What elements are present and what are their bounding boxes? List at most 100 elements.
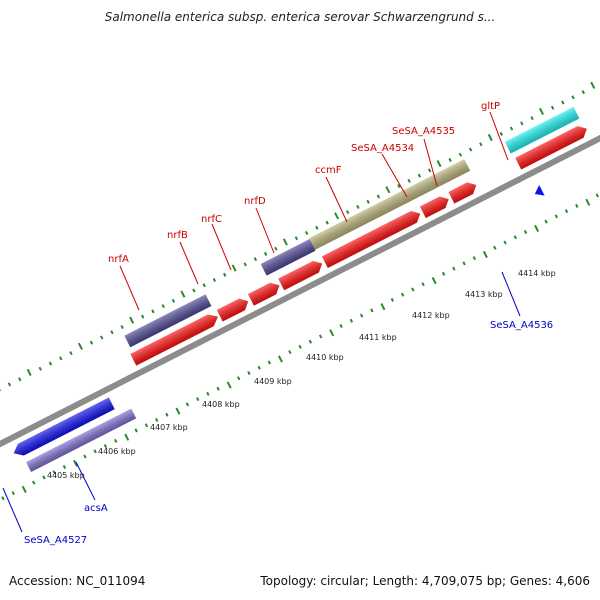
major-tick [73,459,78,467]
gene-SeSA_A4536-marker[interactable] [532,184,545,199]
gene-nrfD-arrow[interactable] [278,258,325,291]
minor-tick [561,100,565,105]
minor-tick [11,491,15,496]
scale-label-4409: 4409 kbp [254,377,292,386]
gene-nrfB-arrow[interactable] [216,295,251,322]
gene-nrfC-arrow[interactable] [247,280,282,306]
gene-label-SeSA_A4535: SeSA_A4535 [392,126,455,137]
gene-ccmF-arrow[interactable] [321,208,423,268]
minor-tick [421,282,425,287]
minor-tick [318,334,323,339]
minor-tick [263,251,268,256]
minor-tick [397,184,401,189]
minor-tick [0,387,1,392]
gene-nrfA-arrow[interactable] [130,311,221,366]
gene-nrfD-block[interactable] [260,239,316,276]
major-tick [21,485,27,494]
scale-label-4414: 4414 kbp [518,269,556,278]
minor-tick [564,209,569,214]
major-tick [436,160,442,168]
gene-SeSA_A4527-arrow[interactable] [11,397,115,460]
gene-gltP-arrow[interactable] [515,123,590,170]
gene-gltP-block[interactable] [504,106,580,154]
minor-tick [110,330,114,335]
minor-tick [59,356,63,361]
major-tick [585,198,591,206]
minor-tick [192,288,196,293]
minor-tick [544,219,548,224]
minor-tick [376,194,381,199]
minor-tick [407,178,411,183]
inner-tick-row [1,193,599,501]
minor-tick [222,272,227,277]
minor-tick [212,278,217,283]
minor-tick [448,157,452,162]
minor-tick [411,287,415,292]
SeSA_A4535-leader [423,138,438,187]
topology-text: Topology: circular; Length: 4,709,075 bp… [260,574,590,588]
minor-tick [479,142,483,147]
minor-tick [390,297,395,302]
gene-SeSA_A4535-arrow[interactable] [448,179,479,204]
gene-ccmF-block[interactable] [309,159,471,250]
SeSA_A4534-leader [381,153,408,198]
scale-label-4407: 4407 kbp [150,423,188,432]
minor-tick [462,261,466,266]
minor-tick [339,324,343,329]
minor-tick [134,428,138,433]
minor-tick [493,245,497,250]
minor-tick [7,382,12,387]
minor-tick [325,220,329,225]
minor-tick [499,131,504,136]
minor-tick [427,168,432,173]
minor-tick [356,204,360,209]
minor-tick [520,121,524,126]
major-tick [77,342,83,350]
scale-label-4406: 4406 kbp [98,447,136,456]
minor-tick [458,152,463,157]
minor-tick [62,464,67,470]
minor-tick [315,225,319,230]
gene-label-nrfD: nrfD [244,196,266,207]
nrfA-leader [119,265,140,311]
minor-tick [513,235,517,240]
minor-tick [195,397,200,402]
minor-tick [345,210,350,215]
minor-tick [452,266,456,271]
scale-label-4410: 4410 kbp [306,353,344,362]
nrfD-leader [255,207,275,254]
minor-tick [400,292,405,297]
major-tick [385,186,391,194]
minor-tick [253,257,258,262]
reverse-gene-labels: SeSA_A4536 acsA SeSA_A4527 [24,320,553,546]
minor-tick [581,90,585,95]
major-tick [534,224,540,232]
minor-tick [349,318,354,323]
gene-label-nrfA: nrfA [108,254,129,265]
gene-label-SeSA_A4534: SeSA_A4534 [351,143,414,154]
minor-tick [144,423,149,428]
gene-SeSA_A4534-arrow[interactable] [419,193,452,219]
gene-acsA-block[interactable] [26,408,137,472]
minor-tick [89,340,94,345]
forward-leader-lines [119,111,509,311]
minor-tick [202,283,206,288]
scale-label-4413: 4413 kbp [465,290,503,299]
minor-tick [370,308,374,313]
minor-tick [257,365,261,370]
major-tick [26,368,32,377]
minor-tick [509,126,514,131]
gene-nrfA-block[interactable] [124,294,212,348]
acsA-leader [75,461,96,501]
minor-tick [441,271,446,276]
genome-backbone [0,114,600,465]
minor-tick [48,361,53,366]
scale-label-4405: 4405 kbp [47,471,85,480]
gene-label-gltP: gltP [481,101,500,112]
minor-tick [151,309,155,314]
minor-tick [185,402,190,407]
scale-label-4411: 4411 kbp [359,333,397,342]
minor-tick [274,246,278,251]
major-tick [129,316,135,324]
